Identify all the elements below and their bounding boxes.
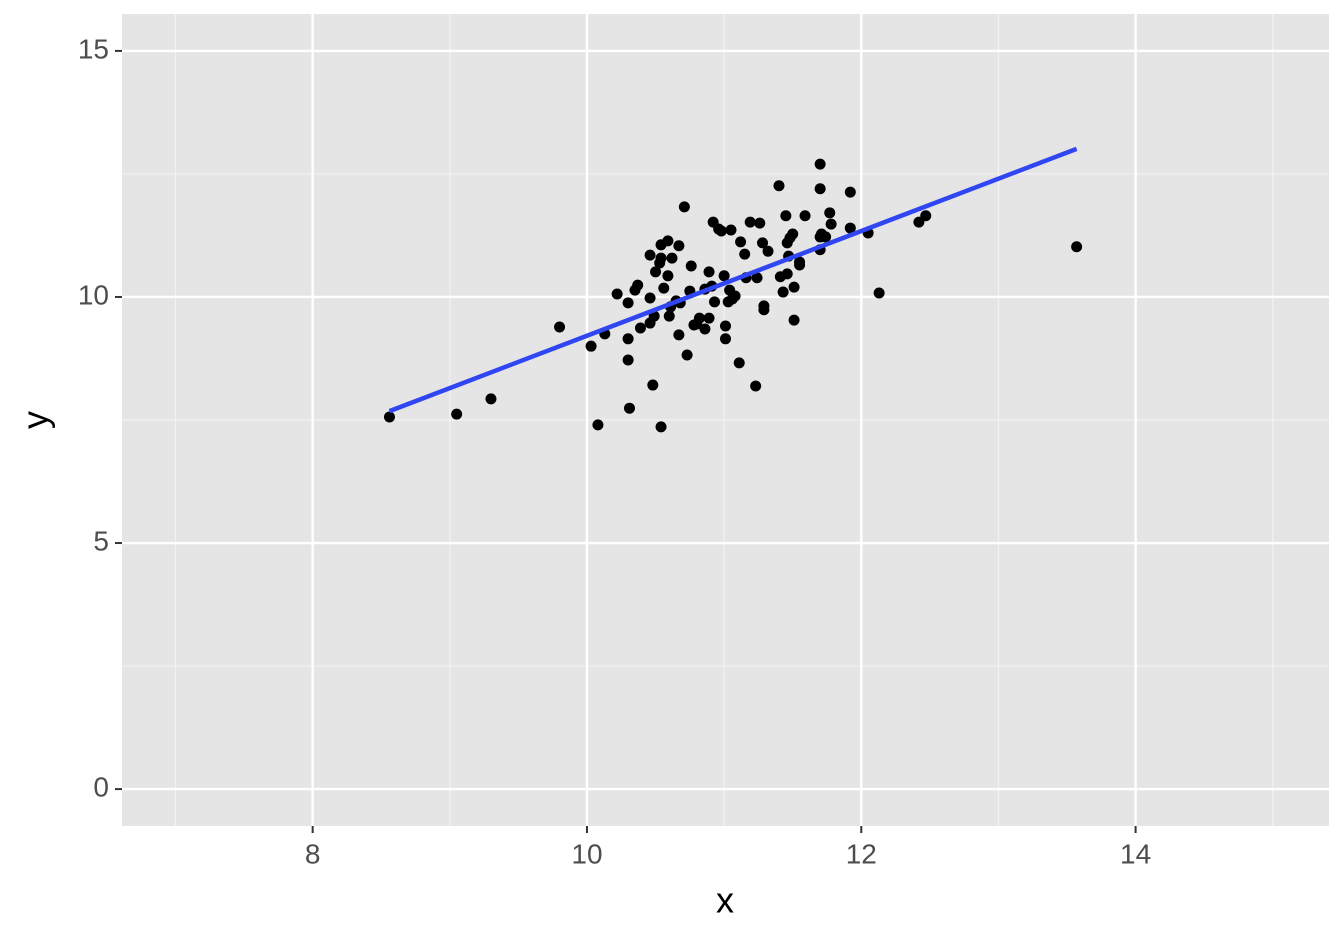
point [485, 393, 497, 405]
point [794, 256, 806, 268]
point [873, 287, 885, 299]
point [673, 329, 685, 341]
y-tick-label: 10 [78, 279, 109, 310]
point [699, 323, 711, 335]
point [644, 249, 656, 261]
y-tick-label: 15 [78, 33, 109, 64]
point [655, 421, 667, 433]
point [754, 217, 766, 229]
point [622, 297, 634, 309]
point [844, 222, 856, 234]
point [678, 201, 690, 213]
point [744, 216, 756, 228]
x-tick-label: 8 [305, 838, 321, 869]
point [844, 186, 856, 198]
point [622, 354, 634, 366]
point [729, 290, 741, 302]
point [735, 236, 747, 248]
point [611, 288, 623, 300]
point [592, 419, 604, 431]
point [773, 180, 785, 192]
point [623, 402, 635, 414]
point [693, 312, 705, 324]
point [709, 296, 721, 308]
point [634, 322, 646, 334]
point [703, 266, 715, 278]
point [673, 240, 685, 252]
point [681, 349, 693, 361]
fit-line [388, 146, 1078, 414]
point [762, 245, 774, 257]
point [780, 210, 792, 222]
point [655, 252, 667, 264]
point [622, 333, 634, 345]
point [824, 207, 836, 219]
x-tick-label: 12 [846, 838, 877, 869]
point [1071, 241, 1083, 253]
point [554, 321, 566, 333]
y-tick-label: 5 [93, 525, 109, 556]
y-tick-label: 0 [93, 771, 109, 802]
point [647, 379, 659, 391]
point [666, 252, 678, 264]
point [720, 320, 731, 332]
point [733, 357, 745, 369]
point [814, 183, 826, 195]
point [799, 210, 811, 222]
y-axis-title: y [15, 411, 56, 429]
point [685, 260, 697, 272]
point [788, 314, 800, 326]
point [650, 266, 662, 278]
point [585, 340, 597, 352]
point [825, 218, 837, 230]
point [632, 279, 644, 291]
x-tick-label: 14 [1120, 838, 1151, 869]
point [703, 312, 715, 324]
point [739, 248, 751, 260]
point [920, 210, 932, 222]
x-axis-title: x [716, 880, 734, 921]
point [750, 380, 762, 392]
point [662, 235, 674, 247]
point [758, 300, 770, 312]
point [644, 292, 656, 304]
point [781, 268, 793, 280]
point [725, 224, 737, 236]
point [662, 270, 674, 282]
point [787, 228, 799, 240]
point [383, 411, 395, 423]
point [820, 231, 832, 243]
point [720, 333, 731, 345]
point [777, 286, 789, 298]
point [718, 270, 730, 282]
x-tick-label: 10 [571, 838, 602, 869]
point [814, 158, 826, 170]
point [658, 282, 670, 294]
point [757, 237, 769, 249]
point [788, 281, 800, 293]
point [663, 310, 675, 322]
point [751, 272, 763, 284]
point [715, 225, 727, 237]
point [451, 408, 463, 420]
